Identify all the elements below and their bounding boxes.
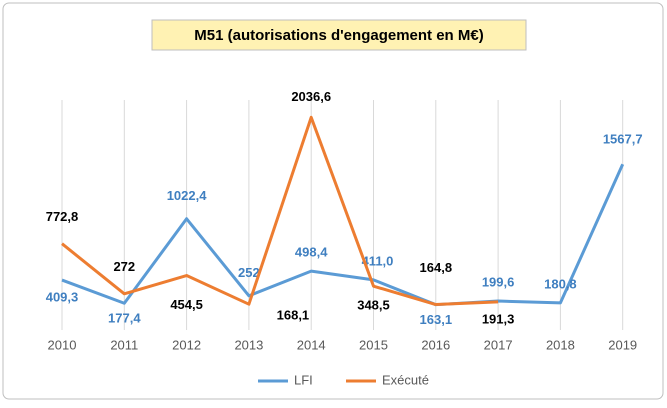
x-tick-label: 2011	[110, 337, 138, 352]
value-label: 163,1	[420, 312, 453, 327]
value-label: 454,5	[170, 297, 203, 312]
x-tick-label: 2010	[48, 337, 77, 352]
value-label: 199,6	[482, 274, 515, 289]
line-series	[61, 115, 499, 307]
legend-label: Exécuté	[382, 372, 429, 387]
value-label: 348,5	[357, 298, 390, 313]
x-tick-label: 2017	[484, 337, 513, 352]
x-tick-label: 2013	[234, 337, 263, 352]
value-label: 2036,6	[291, 89, 331, 104]
value-label: 180,8	[544, 276, 577, 291]
x-tick-label: 2012	[172, 337, 201, 352]
chart-title: M51 (autorisations d'engagement en M€)	[194, 27, 483, 44]
value-label: 272	[113, 259, 135, 274]
value-label: 409,3	[46, 290, 79, 305]
value-label: 411,0	[362, 253, 394, 268]
x-tick-label: 2015	[359, 337, 388, 352]
title-box	[151, 19, 527, 51]
line-series	[61, 163, 625, 307]
x-tick-label: 2019	[608, 337, 637, 352]
x-tick-label: 2014	[297, 337, 326, 352]
value-label: 252	[238, 265, 260, 280]
value-label: 164,8	[420, 260, 453, 275]
value-label: 1567,7	[603, 132, 643, 147]
value-label: 498,4	[295, 245, 328, 260]
legend-label: LFI	[294, 372, 313, 387]
value-label: 191,3	[482, 311, 515, 326]
value-label: 177,4	[108, 311, 141, 326]
value-label: 772,8	[46, 209, 79, 224]
value-label: 1022,4	[167, 188, 208, 203]
x-tick-label: 2016	[421, 337, 450, 352]
value-label: 168,1	[277, 308, 310, 323]
x-tick-label: 2018	[546, 337, 575, 352]
